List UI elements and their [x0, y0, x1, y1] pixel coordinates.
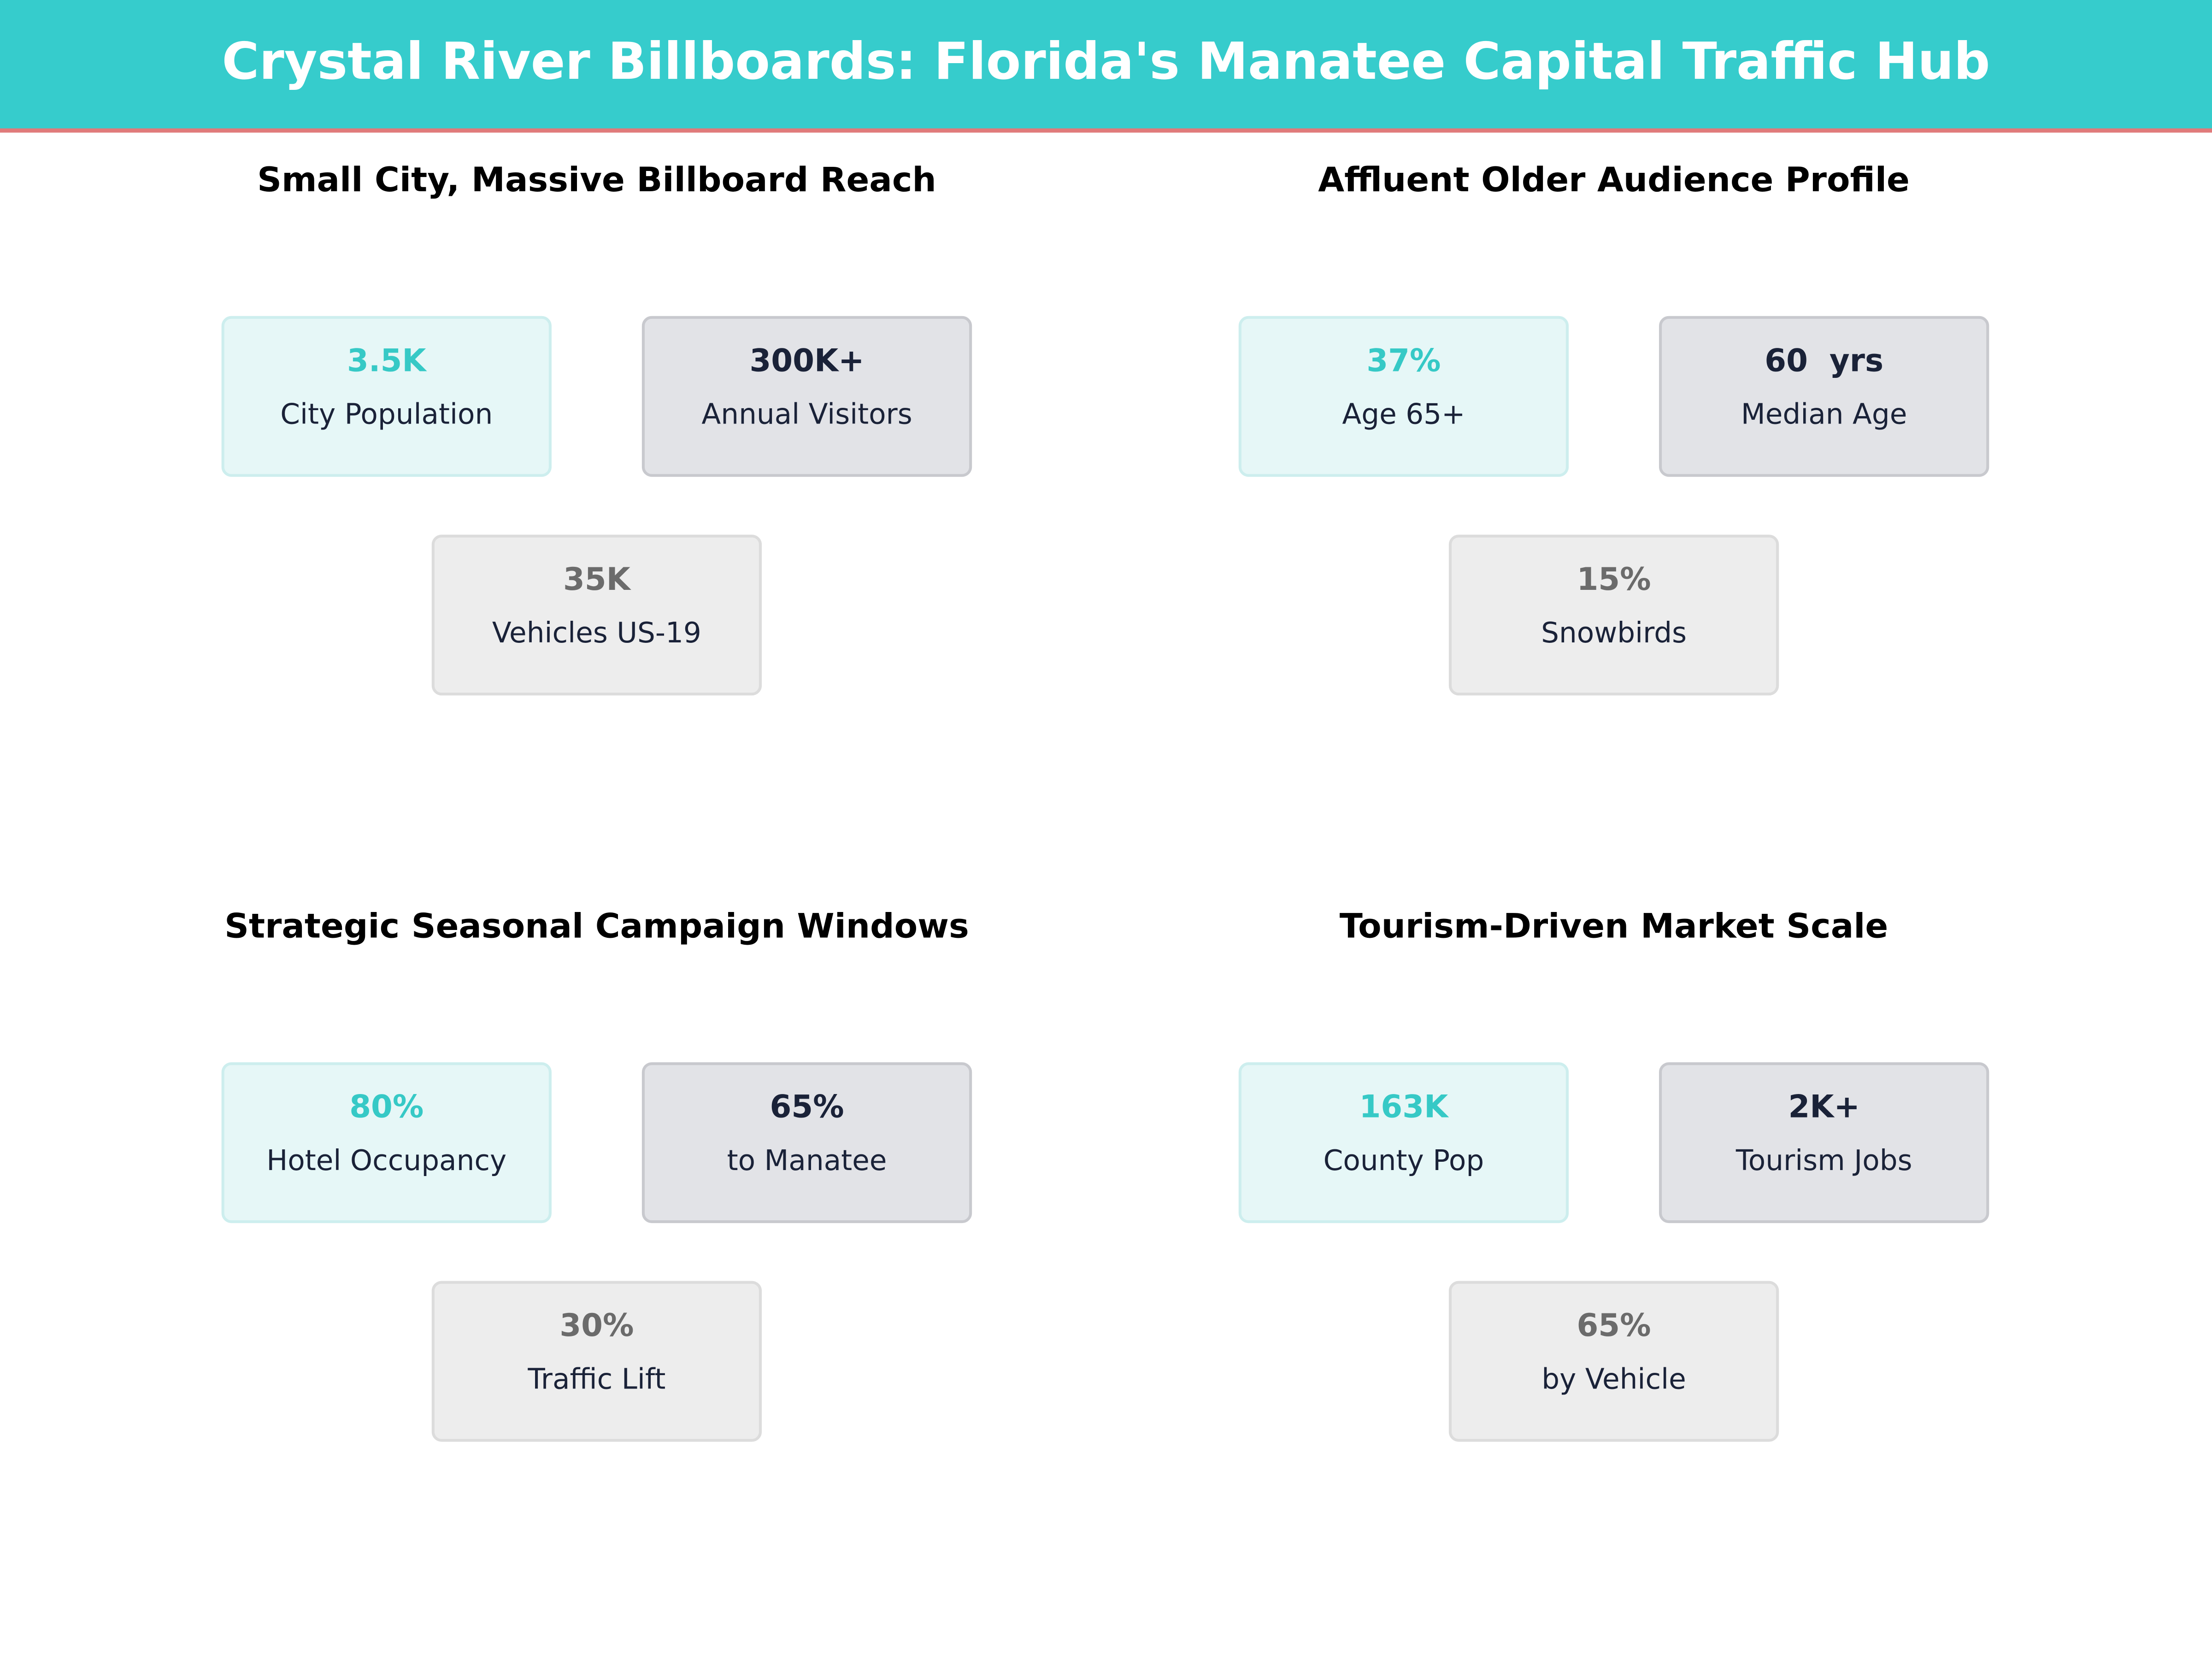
kpi-card	[641, 1062, 972, 1224]
kpi-label: to Manatee	[727, 1144, 887, 1177]
kpi-value: 35K	[563, 561, 632, 597]
kpi-card	[1238, 1062, 1569, 1224]
kpi-card	[221, 316, 552, 477]
kpi-value: 65%	[770, 1088, 844, 1125]
kpi-value: 15%	[1577, 561, 1651, 597]
kpi-value: 30%	[559, 1307, 634, 1343]
kpi-label: Annual Visitors	[701, 398, 912, 431]
panel-title: Strategic Seasonal Campaign Windows	[224, 906, 969, 946]
header-bar	[0, 0, 2212, 130]
kpi-value: 163K	[1359, 1088, 1450, 1125]
kpi-card	[431, 535, 762, 696]
kpi-label: Vehicles US-19	[492, 617, 701, 649]
kpi-card	[221, 1062, 552, 1224]
kpi-label: Traffic Lift	[527, 1363, 665, 1396]
kpi-value: 37%	[1366, 342, 1441, 378]
kpi-label: by Vehicle	[1541, 1363, 1686, 1396]
kpi-value: 65%	[1577, 1307, 1651, 1343]
kpi-label: Hotel Occupancy	[266, 1144, 506, 1177]
panel-title: Small City, Massive Billboard Reach	[257, 160, 936, 200]
kpi-label: County Pop	[1324, 1144, 1484, 1177]
panel-title: Tourism-Driven Market Scale	[1340, 906, 1888, 946]
kpi-card	[1659, 316, 1989, 477]
kpi-card	[1448, 1281, 1779, 1442]
kpi-card	[641, 316, 972, 477]
header-title: Crystal River Billboards: Florida's Mana…	[222, 32, 1990, 91]
kpi-label: Median Age	[1741, 398, 1907, 431]
kpi-card	[431, 1281, 762, 1442]
kpi-value: 300K+	[749, 342, 864, 378]
kpi-value: 80%	[349, 1088, 424, 1125]
panel-title: Affluent Older Audience Profile	[1318, 160, 1910, 200]
kpi-card	[1659, 1062, 1989, 1224]
kpi-card	[1448, 535, 1779, 696]
kpi-value: 3.5K	[347, 342, 427, 378]
kpi-label: Age 65+	[1342, 398, 1465, 431]
kpi-label: City Population	[280, 398, 493, 431]
kpi-label: Tourism Jobs	[1735, 1144, 1912, 1177]
kpi-card	[1238, 316, 1569, 477]
kpi-value: 2K+	[1788, 1088, 1859, 1125]
kpi-label: Snowbirds	[1541, 617, 1687, 649]
kpi-value: 60 yrs	[1765, 342, 1883, 378]
header-rule	[0, 128, 2212, 133]
